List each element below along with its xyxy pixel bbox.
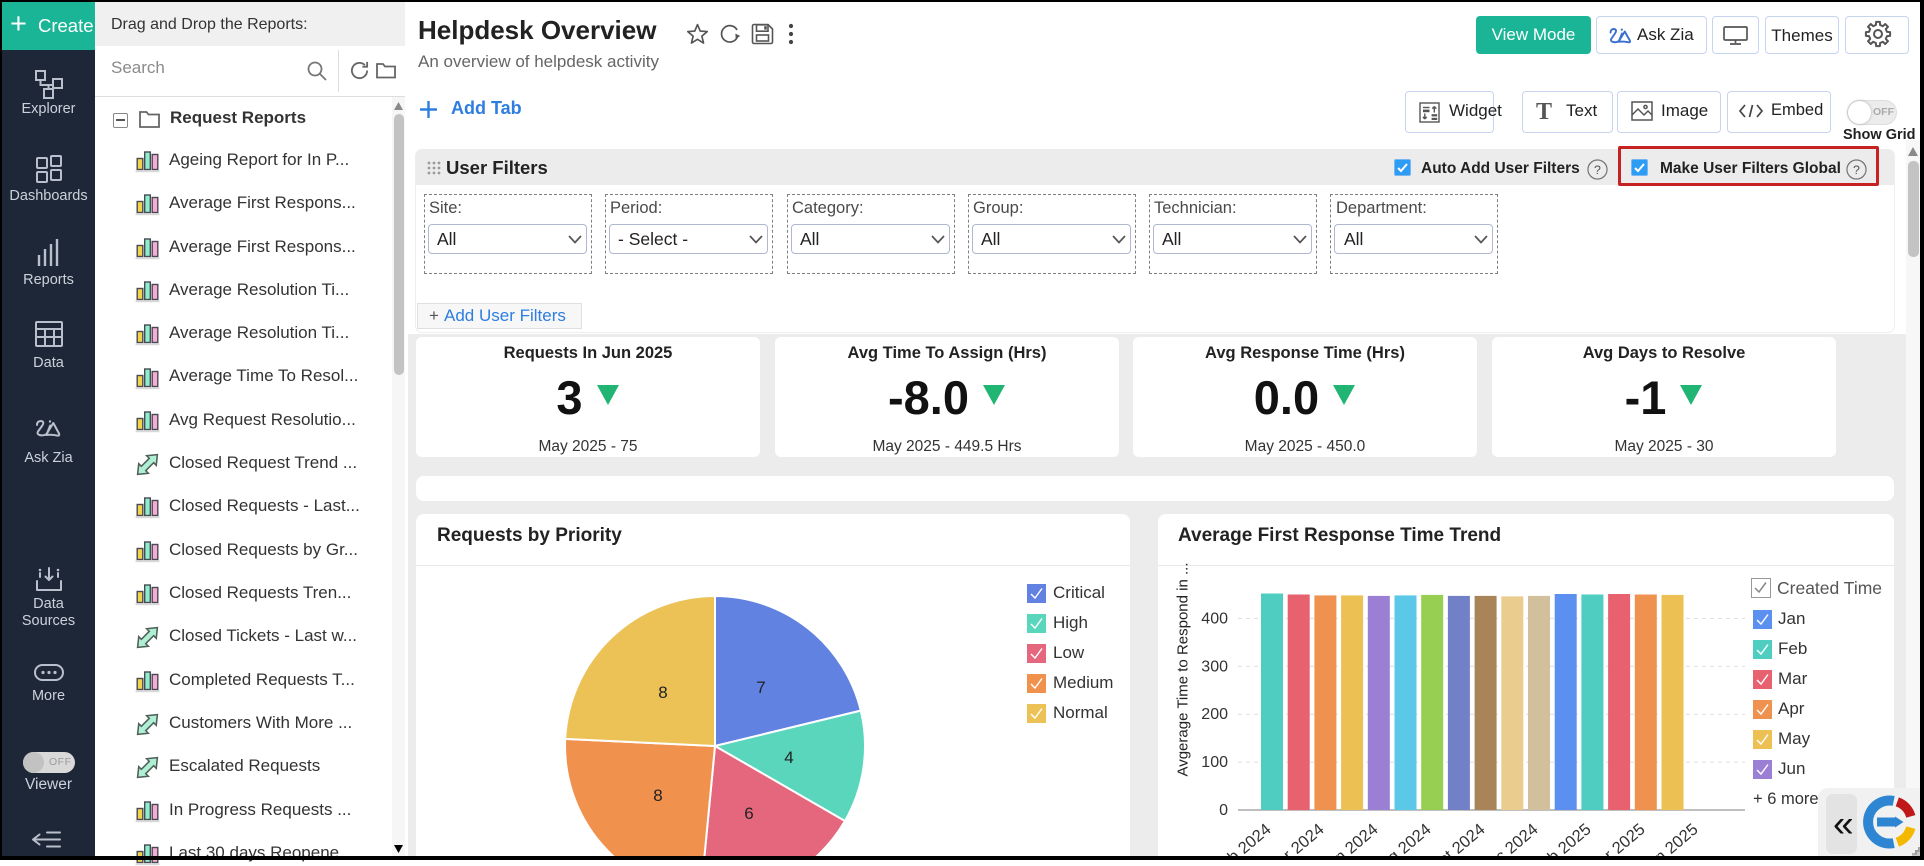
svg-text:Oct 2024: Oct 2024	[1426, 820, 1489, 856]
svg-text:Jun 2025: Jun 2025	[1638, 820, 1702, 856]
svg-text:200: 200	[1201, 706, 1228, 723]
svg-text:?: ?	[1853, 162, 1860, 176]
svg-text:4: 4	[784, 748, 793, 767]
svg-text:8: 8	[653, 786, 662, 805]
svg-text:8: 8	[658, 683, 667, 702]
svg-text:400: 400	[1201, 610, 1228, 627]
svg-text:?: ?	[1594, 162, 1601, 176]
svg-text:Apr 2024: Apr 2024	[1265, 820, 1328, 856]
svg-text:100: 100	[1201, 754, 1228, 771]
svg-text:Apr 2025: Apr 2025	[1586, 820, 1649, 856]
svg-text:7: 7	[756, 678, 765, 697]
svg-text:0: 0	[1219, 802, 1228, 819]
svg-text:Feb 2024: Feb 2024	[1210, 820, 1275, 856]
svg-text:Jun 2024: Jun 2024	[1318, 820, 1382, 856]
svg-text:Aug 2024: Aug 2024	[1369, 820, 1435, 856]
svg-text:Dec 2024: Dec 2024	[1476, 820, 1542, 856]
svg-text:300: 300	[1201, 658, 1228, 675]
svg-text:6: 6	[744, 804, 753, 823]
svg-text:Feb 2025: Feb 2025	[1530, 820, 1595, 856]
